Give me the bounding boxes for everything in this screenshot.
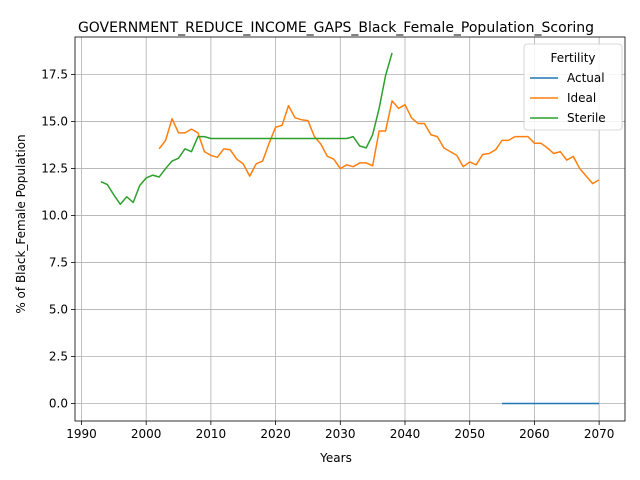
grid-lines [75, 37, 625, 421]
y-tick-label: 0.0 [49, 397, 68, 411]
legend-box [523, 43, 623, 131]
x-tick-label: 2020 [260, 427, 291, 441]
y-tick-label: 17.5 [41, 68, 68, 82]
y-tick-label: 10.0 [41, 209, 68, 223]
x-tick-label: 2060 [519, 427, 550, 441]
x-tick-label: 2070 [584, 427, 615, 441]
y-tick-label: 5.0 [49, 303, 68, 317]
x-axis-ticks: 1990 2000 2010 2020 2030 2040 2050 2060 2070 [66, 421, 614, 441]
y-tick-label: 12.5 [41, 162, 68, 176]
legend: Fertility Actual Ideal Sterile [523, 43, 623, 131]
x-tick-label: 2010 [196, 427, 227, 441]
x-tick-label: 2040 [390, 427, 421, 441]
y-tick-label: 7.5 [49, 256, 68, 270]
y-tick-label: 2.5 [49, 350, 68, 364]
chart-title: GOVERNMENT_REDUCE_INCOME_GAPS_Black_Fema… [78, 20, 594, 36]
y-tick-label: 15.0 [41, 115, 68, 129]
legend-title: Fertility [550, 51, 595, 65]
series-lines [100, 52, 600, 405]
legend-label-sterile: Sterile [567, 111, 606, 125]
legend-label-ideal: Ideal [567, 91, 596, 105]
plot-frame [74, 36, 626, 422]
series-line-sterile [100, 52, 393, 206]
y-axis-label: % of Black_Female Population [14, 134, 28, 313]
x-tick-label: 1990 [66, 427, 97, 441]
x-tick-label: 2000 [131, 427, 162, 441]
x-tick-label: 2030 [325, 427, 356, 441]
y-axis-ticks: 0.0 2.5 5.0 7.5 10.0 12.5 15.0 17.5 [41, 68, 75, 411]
series-line-ideal [158, 100, 600, 185]
x-axis-label: Years [319, 451, 352, 465]
legend-label-actual: Actual [567, 71, 605, 85]
x-tick-label: 2050 [454, 427, 485, 441]
